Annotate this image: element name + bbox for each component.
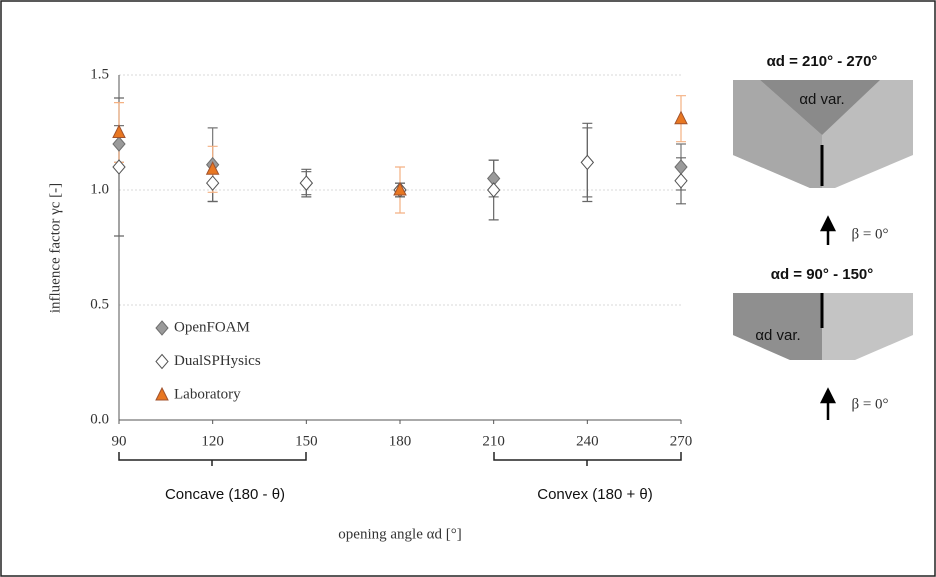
diagram-title: αd = 210° - 270° <box>767 53 878 70</box>
diagram-label: β = 0° <box>851 226 888 242</box>
point <box>393 181 407 196</box>
legend-marker <box>155 320 169 336</box>
legend-marker <box>155 353 169 370</box>
arrow <box>819 387 837 420</box>
y-tick-label: 0.0 <box>90 411 109 427</box>
x-tick-label: 210 <box>482 433 505 449</box>
diagram-label: αd var. <box>755 327 800 344</box>
legend-label: DualSPHysics <box>174 353 261 369</box>
point <box>206 175 220 191</box>
shape <box>733 80 822 188</box>
x-tick-label: 270 <box>670 433 693 449</box>
y-tick-label: 0.5 <box>90 296 109 312</box>
x-tick-label: 180 <box>389 433 412 449</box>
x-tick-label: 90 <box>112 433 127 449</box>
shape <box>733 293 822 360</box>
y-axis-label: influence factor γc [-] <box>47 183 63 313</box>
shape <box>760 80 880 135</box>
y-tick-label: 1.0 <box>90 181 109 197</box>
x-tick-label: 150 <box>295 433 318 449</box>
diagram-label: αd var. <box>799 91 844 108</box>
brace <box>118 452 307 466</box>
legend-marker <box>155 386 169 401</box>
legend-label: OpenFOAM <box>174 319 250 335</box>
point <box>674 173 688 189</box>
brace <box>493 452 682 466</box>
x-tick-label: 120 <box>201 433 224 449</box>
diagram-title: αd = 90° - 150° <box>771 266 874 283</box>
point <box>112 159 126 175</box>
x-axis-label: opening angle αd [°] <box>338 526 461 542</box>
annotation: Convex (180 + θ) <box>537 486 652 503</box>
point <box>112 124 126 138</box>
plot: 0.0 0.5 1.0 1.5 90 120 150 180 210 240 270 OpenFOAM… <box>90 66 692 449</box>
point <box>487 182 501 198</box>
y-tick-label: 1.5 <box>90 66 109 82</box>
diagram-label: β = 0° <box>851 396 888 412</box>
point <box>112 136 126 152</box>
point <box>580 154 594 171</box>
arrow <box>819 215 837 245</box>
legend-label: Laboratory <box>174 386 241 402</box>
x-tick-label: 240 <box>576 433 599 449</box>
point <box>299 175 313 191</box>
annotation: Concave (180 - θ) <box>165 486 285 503</box>
point <box>674 110 688 125</box>
point <box>205 161 220 175</box>
